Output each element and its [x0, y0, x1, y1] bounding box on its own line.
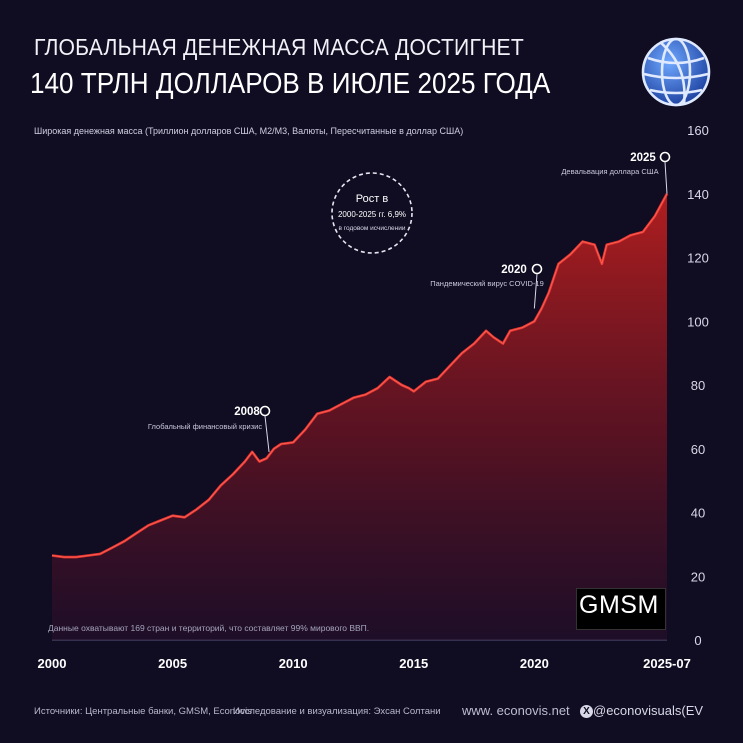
social-handle[interactable]: X @econovisuals(EV [580, 703, 704, 719]
gmsm-watermark: GMSM [576, 588, 666, 630]
x-tick-label: 2020 [520, 656, 549, 671]
annotation-year: 2020 [501, 264, 527, 276]
y-tick-label: 80 [691, 378, 705, 393]
x-tick-label: 2025-07 [643, 656, 691, 671]
annotation-marker [659, 151, 671, 163]
chart-subtitle: Широкая денежная масса (Триллион долларо… [34, 126, 464, 136]
x-tick-label: 2015 [399, 656, 428, 671]
sources-text: Источники: Центральные банки, GMSM, Econ… [34, 706, 252, 717]
title-line-1: ГЛОБАЛЬНАЯ ДЕНЕЖНАЯ МАССА ДОСТИГНЕТ [34, 34, 524, 60]
annotation-leader [264, 415, 270, 452]
callout-line-1: Рост в [356, 193, 389, 205]
gmsm-label: GMSM [579, 591, 659, 619]
annotation-leader [533, 273, 538, 309]
website-link[interactable]: www. econovis.net [462, 703, 570, 718]
y-tick-label: 160 [687, 123, 709, 138]
x-tick-label: 2000 [38, 656, 67, 671]
annotation-marker [531, 263, 543, 275]
annotation-text: Девальвация доллара США [561, 167, 658, 176]
growth-callout-circle [331, 172, 413, 254]
y-tick-label: 0 [694, 633, 701, 648]
annotation-year: 2008 [234, 406, 260, 418]
y-tick-label: 140 [687, 187, 709, 202]
annotation-marker [259, 405, 271, 417]
x-logo-icon: X [580, 705, 593, 719]
x-tick-label: 2005 [158, 656, 187, 671]
globe-logo-icon [641, 37, 711, 107]
annotation-text: Пандемический вирус COVID-19 [430, 279, 544, 288]
title-line-2: 140 ТРЛН ДОЛЛАРОВ В ИЮЛЕ 2025 ГОДА [30, 68, 551, 100]
callout-line-3: в годовом исчислении [339, 225, 406, 232]
callout-line-2: 2000-2025 гг. 6,9% [338, 210, 406, 219]
series-line-highlight [51, 193, 668, 558]
handle-text: @econovisuals [593, 703, 682, 718]
y-tick-label: 60 [691, 442, 705, 457]
annotation-year: 2025 [630, 152, 656, 164]
y-tick-label: 120 [687, 251, 709, 266]
ev-logo-text: (EV [681, 703, 704, 718]
y-tick-label: 40 [691, 506, 705, 521]
research-credit: Исследование и визуализация: Эхсан Солта… [233, 706, 441, 717]
area-fill [52, 193, 667, 641]
y-tick-label: 20 [691, 569, 705, 584]
annotation-text: Глобальный финансовый кризис [148, 422, 262, 431]
coverage-note: Данные охватывают 169 стран и территорий… [48, 623, 370, 633]
y-tick-label: 100 [687, 314, 709, 329]
x-tick-label: 2010 [279, 656, 308, 671]
annotation-leader [664, 161, 668, 194]
